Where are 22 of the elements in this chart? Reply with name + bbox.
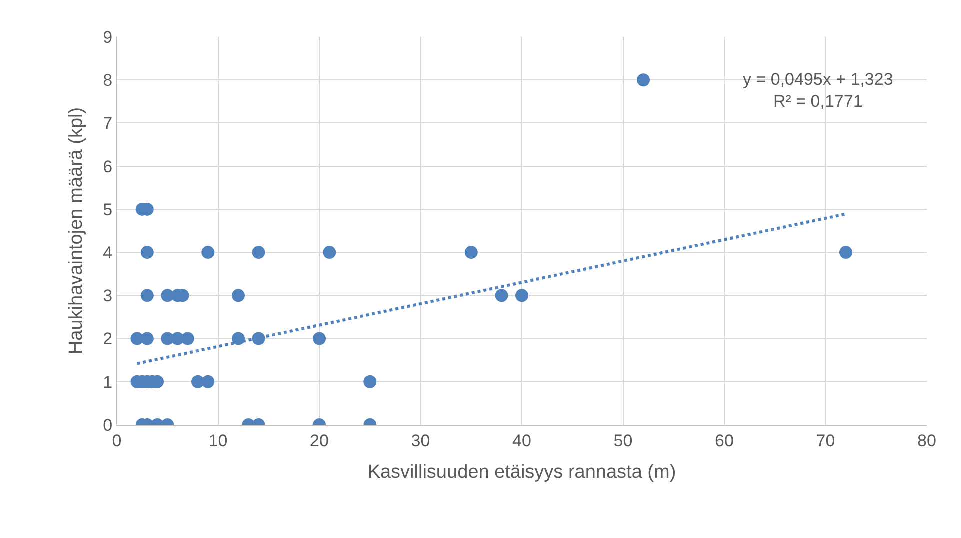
y-tick-label: 8: [103, 71, 113, 90]
y-tick-label: 7: [103, 114, 113, 134]
x-tick-label: 70: [816, 431, 836, 450]
y-tick-label: 2: [103, 330, 113, 349]
x-tick-label: 40: [512, 431, 532, 450]
x-tick-label: 20: [310, 431, 329, 450]
y-tick-label: 1: [103, 372, 113, 392]
y-tick-label: 9: [103, 28, 113, 47]
y-tick-label: 3: [103, 286, 113, 306]
x-tick-label: 80: [918, 431, 936, 450]
y-tick-label: 4: [103, 244, 113, 263]
x-tick-label: 50: [614, 431, 633, 450]
annotation: y = 0,0495x + 1,323: [743, 70, 894, 89]
y-tick-label: 6: [103, 157, 113, 176]
y-tick-label: 5: [103, 200, 113, 220]
x-tick-label: 30: [411, 431, 430, 450]
x-tick-label: 60: [715, 431, 734, 450]
y-axis-title: Haukihavaintojen määrä (kpl): [66, 107, 87, 355]
y-tick-label: 0: [103, 416, 113, 435]
annotation: R² = 0,1771: [773, 92, 863, 112]
x-tick-label: 10: [208, 431, 228, 450]
x-axis-title: Kasvillisuuden etäisyys rannasta (m): [368, 462, 676, 484]
